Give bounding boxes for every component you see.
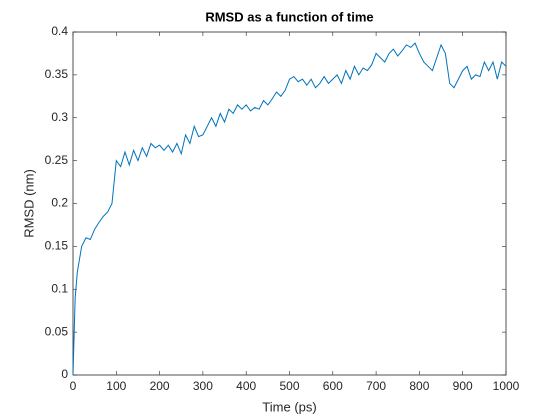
y-tick-label: 0.25 — [45, 153, 69, 167]
y-tick-label: 0.05 — [45, 324, 69, 338]
x-axis-label: Time (ps) — [262, 399, 316, 414]
y-axis-label: RMSD (nm) — [21, 169, 36, 238]
y-tick-label: 0.4 — [51, 24, 68, 38]
x-tick-label: 400 — [236, 379, 256, 393]
x-tick-label: 500 — [279, 379, 299, 393]
x-tick-label: 600 — [323, 379, 343, 393]
chart-title: RMSD as a function of time — [205, 9, 373, 24]
x-tick-label: 0 — [70, 379, 77, 393]
data-line — [72, 42, 507, 376]
y-tick-label: 0.35 — [45, 67, 69, 81]
plot-box — [72, 31, 507, 376]
x-tick-label: 200 — [150, 379, 170, 393]
x-tick-label: 1000 — [493, 379, 520, 393]
x-tick-label: 800 — [409, 379, 429, 393]
x-tick-label: 900 — [453, 379, 473, 393]
x-tick-label: 300 — [193, 379, 213, 393]
y-tick-label: 0.2 — [51, 196, 68, 210]
x-tick-label: 700 — [366, 379, 386, 393]
x-tick-label: 100 — [106, 379, 126, 393]
y-tick-label: 0.15 — [45, 239, 69, 253]
y-tick-label: 0.3 — [51, 110, 68, 124]
y-tick-label: 0 — [61, 367, 68, 381]
y-tick-label: 0.1 — [51, 281, 68, 295]
